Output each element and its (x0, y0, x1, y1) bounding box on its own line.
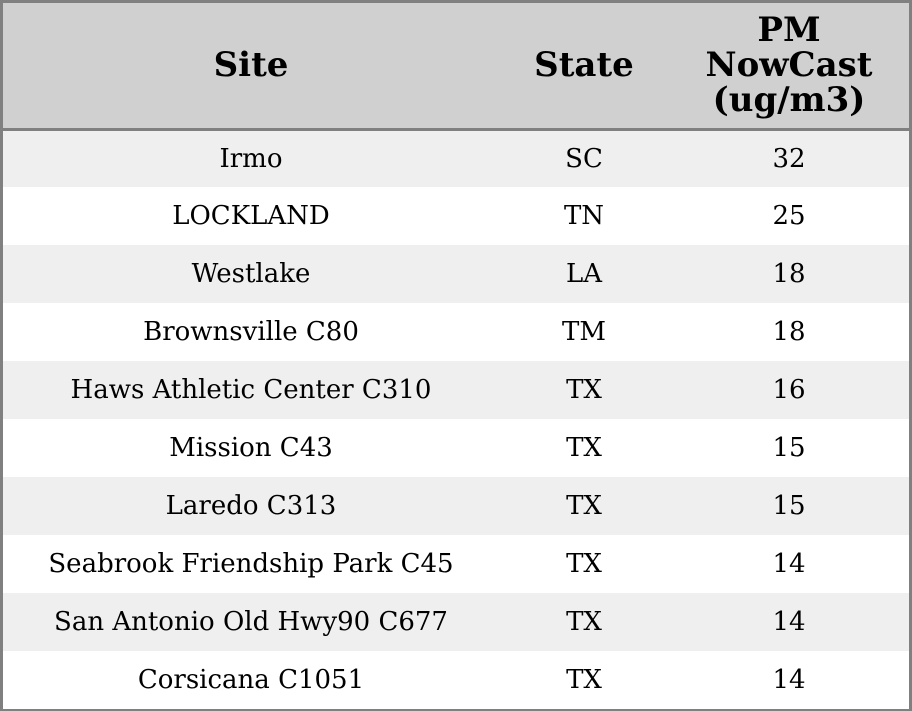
cell-site: San Antonio Old Hwy90 C677 (54, 607, 448, 637)
cell-state: TX (566, 607, 602, 637)
cell-state: TX (566, 491, 602, 521)
cell-pm-nowcast: 14 (772, 665, 806, 695)
cell-state: TM (562, 317, 606, 347)
cell-site: Seabrook Friendship Park C45 (48, 549, 454, 579)
cell-site: Westlake (191, 259, 311, 289)
cell-pm-nowcast: 18 (772, 317, 806, 347)
cell-state: SC (565, 143, 603, 174)
cell-site: LOCKLAND (172, 201, 330, 231)
table-row: Westlake LA 18 (3, 245, 909, 303)
table-row: San Antonio Old Hwy90 C677 TX 14 (3, 593, 909, 651)
column-header-site: Site (3, 3, 499, 131)
table-row: Brownsville C80 TM 18 (3, 303, 909, 361)
cell-state: TN (563, 201, 605, 231)
table-row: Mission C43 TX 15 (3, 419, 909, 477)
table-row: LOCKLAND TN 25 (3, 187, 909, 245)
cell-pm-nowcast: 16 (772, 375, 806, 405)
table-body: Irmo SC 32 LOCKLAND TN 25 Westlake LA 18 Brownsvi… (3, 129, 909, 709)
cell-state: TX (566, 433, 602, 463)
cell-pm-nowcast: 32 (772, 143, 806, 174)
pm-nowcast-table: Site State PM NowCast (ug/m3) Irmo SC 32 LO… (3, 3, 909, 709)
column-header-pm-nowcast: PM NowCast (ug/m3) (669, 3, 909, 131)
cell-site: Laredo C313 (165, 491, 337, 521)
cell-pm-nowcast: 14 (772, 607, 806, 637)
cell-site: Mission C43 (169, 433, 333, 463)
table-row: Laredo C313 TX 15 (3, 477, 909, 535)
table-header-row: Site State PM NowCast (ug/m3) (3, 3, 909, 131)
cell-state: TX (566, 549, 602, 579)
column-header-pm-nowcast-text: PM NowCast (ug/m3) (705, 9, 873, 120)
cell-site: Corsicana C1051 (137, 665, 365, 695)
cell-site: Irmo (219, 143, 283, 174)
cell-pm-nowcast: 25 (772, 201, 806, 231)
cell-pm-nowcast: 15 (772, 491, 806, 521)
cell-pm-nowcast: 14 (772, 549, 806, 579)
cell-site: Brownsville C80 (143, 317, 359, 347)
cell-site: Haws Athletic Center C310 (70, 375, 432, 405)
table-row: Haws Athletic Center C310 TX 16 (3, 361, 909, 419)
cell-state: LA (565, 259, 603, 289)
cell-pm-nowcast: 15 (772, 433, 806, 463)
table-row: Corsicana C1051 TX 14 (3, 651, 909, 709)
table-row: Irmo SC 32 (3, 129, 909, 187)
column-header-state: State (499, 3, 669, 131)
cell-state: TX (566, 375, 602, 405)
table-row: Seabrook Friendship Park C45 TX 14 (3, 535, 909, 593)
cell-pm-nowcast: 18 (772, 259, 806, 289)
cell-state: TX (566, 665, 602, 695)
